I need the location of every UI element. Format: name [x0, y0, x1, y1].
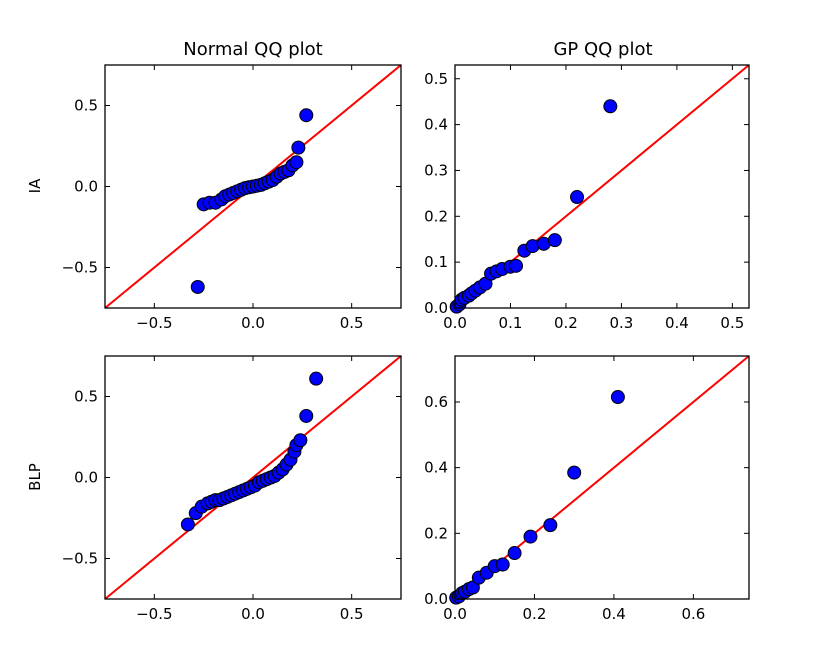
y-tick-label: 0.1: [424, 253, 448, 271]
data-point: [570, 190, 585, 205]
x-tick-label: 0.6: [681, 605, 705, 623]
data-point: [567, 465, 582, 480]
x-tick-label: 0.2: [554, 314, 578, 332]
y-tick-label: 0.0: [424, 590, 448, 608]
data-point: [309, 371, 324, 386]
y-tick-label: −0.5: [62, 259, 98, 277]
panel-ia-normal: −0.5 0.0 0.5 −0.5 0.0 0.5: [62, 64, 402, 332]
axes-frame: [454, 64, 750, 309]
y-tick-label: 0.2: [424, 524, 448, 542]
row-label-ia: IA: [26, 178, 44, 193]
data-point: [543, 518, 558, 533]
x-tick-label: 0.3: [609, 314, 633, 332]
data-point: [293, 433, 308, 448]
y-tick-label: 0.0: [424, 299, 448, 317]
panel-blp-normal: −0.5 0.0 0.5 −0.5 0.0 0.5: [62, 355, 402, 623]
data-point: [507, 546, 522, 561]
y-tick-label: 0.0: [74, 469, 98, 487]
data-point: [190, 279, 205, 294]
x-tick-label: 0.5: [340, 605, 364, 623]
data-point: [291, 140, 306, 155]
data-point: [603, 99, 618, 114]
x-tick-label: 0.4: [665, 314, 689, 332]
y-tick-label: 0.5: [74, 388, 98, 406]
data-point: [289, 155, 304, 170]
x-tick-label: 0.0: [241, 605, 265, 623]
data-point: [180, 517, 195, 532]
x-tick-label: 0.4: [602, 605, 626, 623]
x-tick-label: −0.5: [136, 605, 172, 623]
column-title-gp: GP QQ plot: [553, 39, 652, 60]
x-tick-label: 0.5: [720, 314, 744, 332]
y-tick-label: 0.5: [74, 97, 98, 115]
y-tick-label: 0.2: [424, 207, 448, 225]
data-point: [495, 557, 510, 572]
x-tick-label: 0.0: [443, 605, 467, 623]
x-tick-label: 0.0: [241, 314, 265, 332]
row-label-blp: BLP: [26, 463, 44, 491]
data-point: [299, 108, 314, 123]
x-tick-label: 0.2: [523, 605, 547, 623]
column-title-normal: Normal QQ plot: [183, 39, 322, 60]
data-point: [299, 408, 314, 423]
x-tick-label: 0.0: [443, 314, 467, 332]
y-tick-label: 0.4: [424, 116, 448, 134]
x-tick-label: 0.1: [499, 314, 523, 332]
y-tick-label: 0.0: [74, 178, 98, 196]
x-tick-label: 0.5: [340, 314, 364, 332]
axes-frame: [454, 355, 750, 600]
data-point: [610, 390, 625, 405]
y-tick-label: 0.3: [424, 161, 448, 179]
data-point: [547, 233, 562, 248]
y-tick-label: 0.6: [424, 393, 448, 411]
y-tick-label: 0.5: [424, 70, 448, 88]
x-tick-label: −0.5: [136, 314, 172, 332]
panel-blp-gp: 0.0 0.2 0.4 0.6 0.0 0.2 0.4 0.6: [424, 355, 750, 623]
y-tick-label: −0.5: [62, 550, 98, 568]
panel-ia-gp: 0.0 0.1 0.2 0.3 0.4 0.5 0.0 0.1 0.2 0.3 0.4 0.5: [424, 64, 750, 332]
y-tick-label: 0.4: [424, 459, 448, 477]
data-point: [523, 529, 538, 544]
data-point: [509, 258, 524, 273]
reference-line: [105, 356, 401, 599]
